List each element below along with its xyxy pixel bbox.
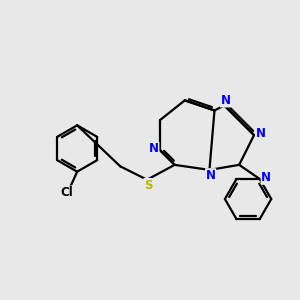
Text: N: N (206, 169, 216, 182)
Text: Cl: Cl (60, 186, 73, 199)
Text: N: N (149, 142, 159, 155)
Text: N: N (220, 94, 230, 107)
Text: N: N (256, 128, 266, 140)
Text: N: N (261, 171, 271, 184)
Text: S: S (144, 178, 152, 192)
